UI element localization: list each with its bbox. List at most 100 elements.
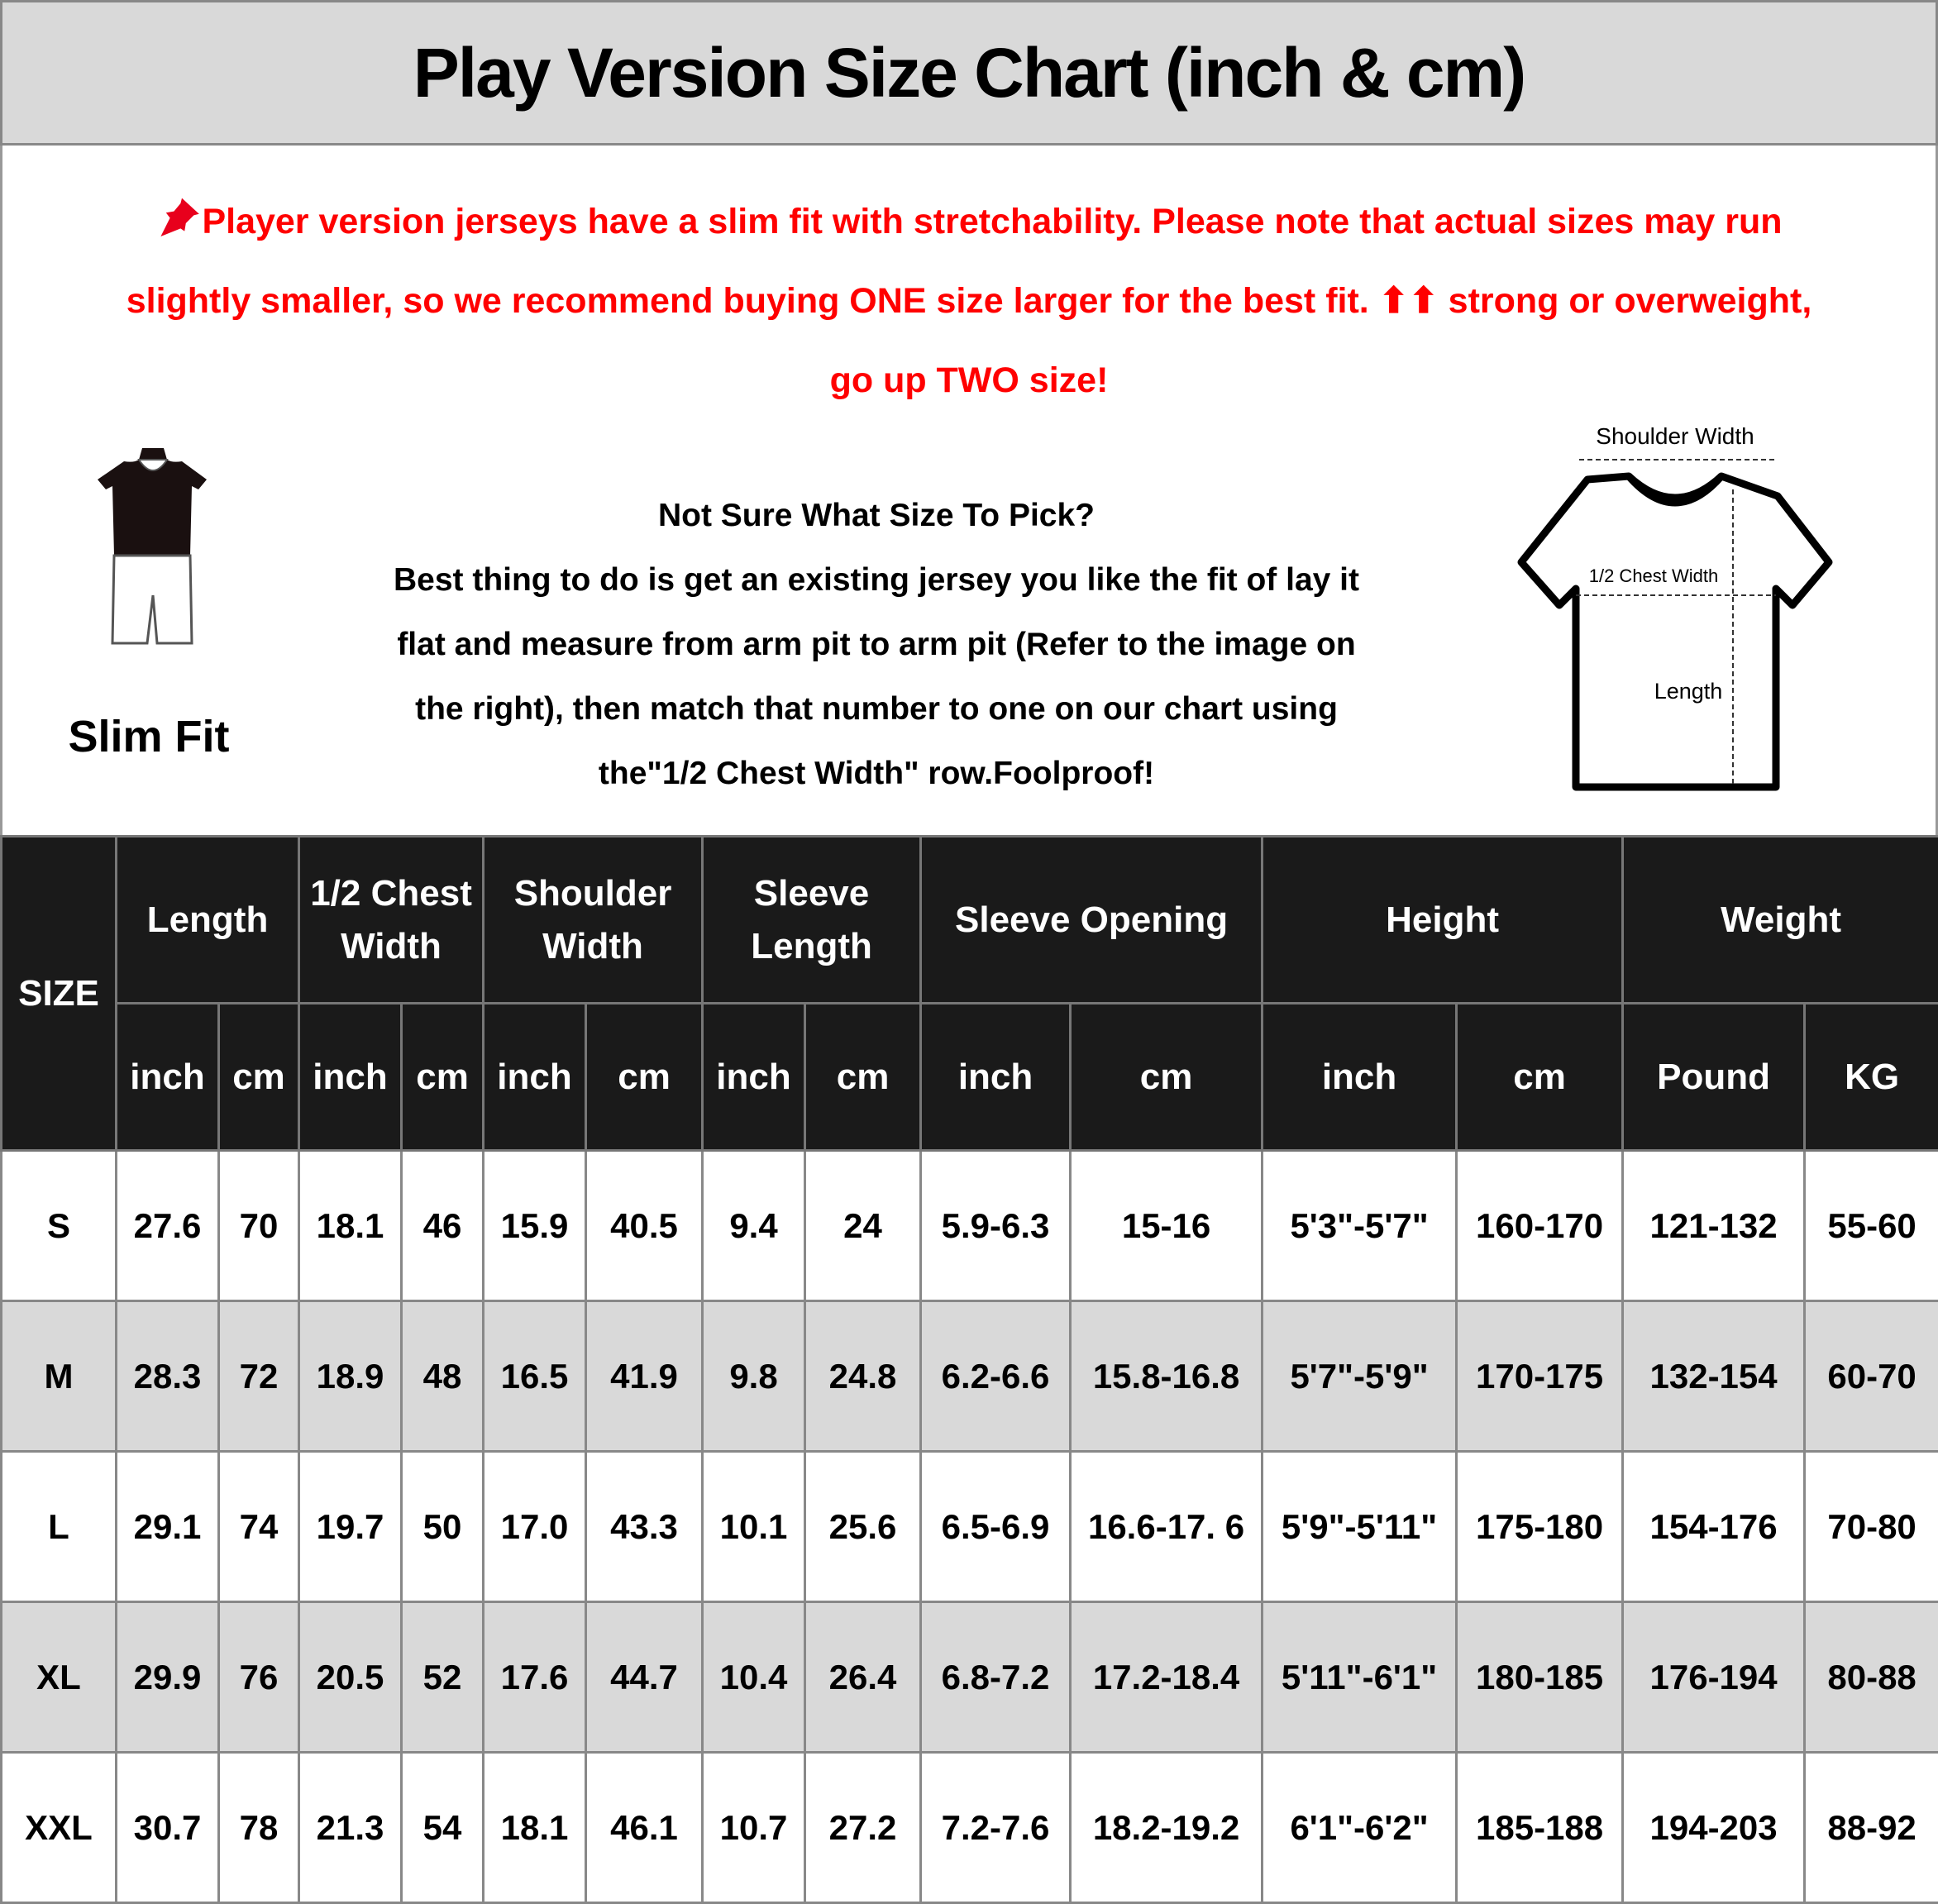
group-header-height: Height xyxy=(1263,837,1623,1004)
value-cell: 74 xyxy=(219,1452,299,1602)
value-cell: 9.4 xyxy=(703,1151,805,1301)
value-cell: 18.9 xyxy=(299,1301,402,1452)
value-cell: 176-194 xyxy=(1623,1602,1805,1753)
unit-header: cm xyxy=(219,1004,299,1151)
value-cell: 16.6-17. 6 xyxy=(1071,1452,1263,1602)
value-cell: 185-188 xyxy=(1457,1753,1623,1903)
advice-line: Best thing to do is get an existing jers… xyxy=(281,548,1472,613)
shoulder-width-label: Shoulder Width xyxy=(1596,423,1754,449)
value-cell: 20.5 xyxy=(299,1602,402,1753)
notice-line-3: go up TWO size! xyxy=(17,341,1921,420)
value-cell: 76 xyxy=(219,1602,299,1753)
unit-header: Pound xyxy=(1623,1004,1805,1151)
value-cell: 52 xyxy=(402,1602,484,1753)
value-cell: 10.7 xyxy=(703,1753,805,1903)
value-cell: 21.3 xyxy=(299,1753,402,1903)
value-cell: 5'7"-5'9" xyxy=(1263,1301,1457,1452)
value-cell: 5'3"-5'7" xyxy=(1263,1151,1457,1301)
value-cell: 7.2-7.6 xyxy=(921,1753,1071,1903)
unit-header: inch xyxy=(921,1004,1071,1151)
value-cell: 70 xyxy=(219,1151,299,1301)
value-cell: 19.7 xyxy=(299,1452,402,1602)
advice-line: flat and measure from arm pit to arm pit… xyxy=(281,613,1472,677)
value-cell: 43.3 xyxy=(586,1452,703,1602)
value-cell: 54 xyxy=(402,1753,484,1903)
value-cell: 46 xyxy=(402,1151,484,1301)
value-cell: 28.3 xyxy=(117,1301,219,1452)
value-cell: 27.2 xyxy=(805,1753,921,1903)
group-header-sleeve-opening: Sleeve Opening xyxy=(921,837,1263,1004)
advice-line: the"1/2 Chest Width" row.Foolproof! xyxy=(281,742,1472,806)
value-cell: 26.4 xyxy=(805,1602,921,1753)
group-header-weight: Weight xyxy=(1623,837,1938,1004)
value-cell: 27.6 xyxy=(117,1151,219,1301)
unit-header: inch xyxy=(484,1004,586,1151)
value-cell: 132-154 xyxy=(1623,1301,1805,1452)
value-cell: 180-185 xyxy=(1457,1602,1623,1753)
value-cell: 6.2-6.6 xyxy=(921,1301,1071,1452)
slim-fit-mannequin-icon xyxy=(91,446,215,649)
unit-header: KG xyxy=(1805,1004,1938,1151)
value-cell: 170-175 xyxy=(1457,1301,1623,1452)
value-cell: 6'1"-6'2" xyxy=(1263,1753,1457,1903)
value-cell: 88-92 xyxy=(1805,1753,1938,1903)
pushpin-icon xyxy=(155,195,202,238)
value-cell: 44.7 xyxy=(586,1602,703,1753)
size-cell: M xyxy=(2,1301,117,1452)
value-cell: 17.2-18.4 xyxy=(1071,1602,1263,1753)
unit-header: inch xyxy=(299,1004,402,1151)
value-cell: 18.1 xyxy=(299,1151,402,1301)
value-cell: 29.9 xyxy=(117,1602,219,1753)
value-cell: 41.9 xyxy=(586,1301,703,1452)
value-cell: 10.4 xyxy=(703,1602,805,1753)
value-cell: 24.8 xyxy=(805,1301,921,1452)
value-cell: 40.5 xyxy=(586,1151,703,1301)
value-cell: 15-16 xyxy=(1071,1151,1263,1301)
value-cell: 6.8-7.2 xyxy=(921,1602,1071,1753)
value-cell: 25.6 xyxy=(805,1452,921,1602)
value-cell: 17.0 xyxy=(484,1452,586,1602)
page-title: Play Version Size Chart (inch & cm) xyxy=(413,33,1525,113)
value-cell: 15.8-16.8 xyxy=(1071,1301,1263,1452)
unit-header: cm xyxy=(1071,1004,1263,1151)
unit-header: inch xyxy=(1263,1004,1457,1151)
title-bar: Play Version Size Chart (inch & cm) xyxy=(0,0,1938,146)
slim-fit-label: Slim Fit xyxy=(17,711,281,762)
value-cell: 46.1 xyxy=(586,1753,703,1903)
value-cell: 5'9"-5'11" xyxy=(1263,1452,1457,1602)
value-cell: 17.6 xyxy=(484,1602,586,1753)
notice-line-1: Player version jerseys have a slim fit w… xyxy=(202,202,1782,241)
length-label: Length xyxy=(1654,679,1723,704)
unit-header: cm xyxy=(402,1004,484,1151)
unit-header: cm xyxy=(1457,1004,1623,1151)
unit-header: inch xyxy=(703,1004,805,1151)
sizing-advice: Not Sure What Size To Pick? Best thing t… xyxy=(281,484,1472,806)
unit-header: cm xyxy=(586,1004,703,1151)
value-cell: 48 xyxy=(402,1301,484,1452)
value-cell: 24 xyxy=(805,1151,921,1301)
value-cell: 5'11"-6'1" xyxy=(1263,1602,1457,1753)
advice-heading: Not Sure What Size To Pick? xyxy=(281,484,1472,548)
value-cell: 18.2-19.2 xyxy=(1071,1753,1263,1903)
group-header-length: Length xyxy=(117,837,299,1004)
unit-header: cm xyxy=(805,1004,921,1151)
chest-width-label: 1/2 Chest Width xyxy=(1589,565,1719,586)
value-cell: 5.9-6.3 xyxy=(921,1151,1071,1301)
size-cell: L xyxy=(2,1452,117,1602)
value-cell: 50 xyxy=(402,1452,484,1602)
value-cell: 78 xyxy=(219,1753,299,1903)
size-header: SIZE xyxy=(2,837,117,1151)
fit-notice: Player version jerseys have a slim fit w… xyxy=(17,182,1921,420)
value-cell: 16.5 xyxy=(484,1301,586,1452)
value-cell: 121-132 xyxy=(1623,1151,1805,1301)
value-cell: 154-176 xyxy=(1623,1452,1805,1602)
value-cell: 72 xyxy=(219,1301,299,1452)
